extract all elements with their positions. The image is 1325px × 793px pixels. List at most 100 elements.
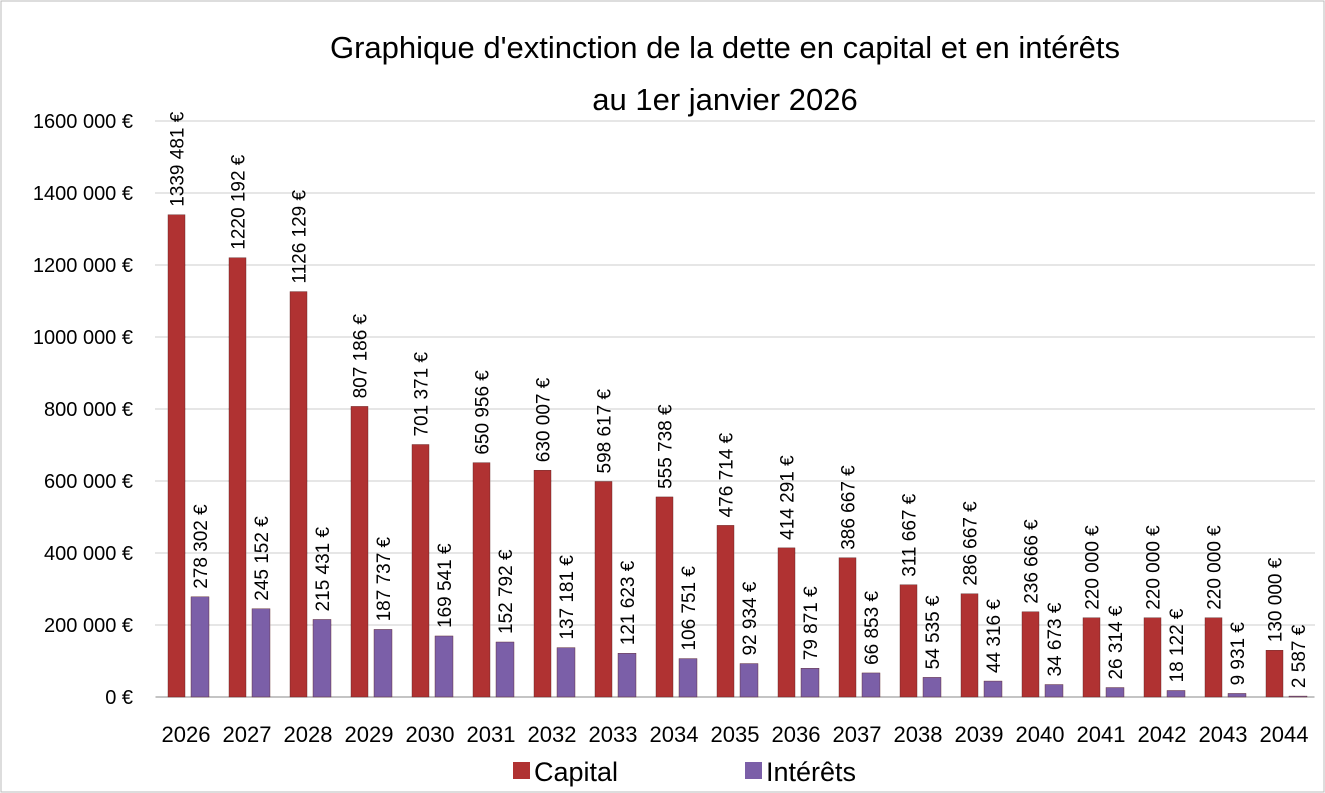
bar xyxy=(1288,695,1308,698)
value-label: 34 673 € xyxy=(1045,602,1066,676)
value-label: 130 000 € xyxy=(1266,557,1287,642)
value-label: 187 737 € xyxy=(374,536,395,621)
bar xyxy=(1265,650,1284,698)
value-label: 9 931 € xyxy=(1228,622,1249,686)
value-label: 220 000 € xyxy=(1205,525,1226,610)
bar xyxy=(960,593,979,698)
bar xyxy=(983,680,1003,698)
bar xyxy=(556,647,576,698)
bar xyxy=(1227,693,1247,698)
x-tick-label: 2030 xyxy=(406,722,455,747)
value-label: 79 871 € xyxy=(801,586,822,660)
bar xyxy=(228,257,247,698)
value-label: 152 792 € xyxy=(496,549,517,634)
value-label: 121 623 € xyxy=(618,560,639,645)
bar xyxy=(251,608,271,698)
bar xyxy=(1204,617,1223,698)
bar xyxy=(739,663,759,698)
bar xyxy=(495,641,515,698)
legend-label: Intérêts xyxy=(766,757,856,787)
bar xyxy=(1105,687,1125,698)
x-tick-label: 2028 xyxy=(284,722,333,747)
bar xyxy=(861,672,881,698)
value-label: 286 667 € xyxy=(961,501,982,586)
bar xyxy=(472,462,491,698)
bar xyxy=(289,291,308,698)
bar xyxy=(1143,617,1162,698)
bar xyxy=(899,584,918,698)
value-label: 278 302 € xyxy=(191,504,212,589)
y-tick-label: 1200 000 € xyxy=(33,255,133,277)
value-label: 236 666 € xyxy=(1022,519,1043,604)
bar xyxy=(617,653,637,698)
x-tick-label: 2042 xyxy=(1138,722,1187,747)
value-label: 807 186 € xyxy=(351,313,372,398)
y-tick-label: 400 000 € xyxy=(44,543,133,565)
x-tick-label: 2040 xyxy=(1016,722,1065,747)
value-label: 66 853 € xyxy=(862,591,883,665)
y-tick-label: 0 € xyxy=(105,687,133,709)
bar xyxy=(350,406,369,698)
value-label: 26 314 € xyxy=(1106,605,1127,679)
legend-swatch xyxy=(513,762,530,779)
bar xyxy=(838,557,857,698)
bar xyxy=(533,469,552,698)
value-label: 476 714 € xyxy=(717,432,738,517)
bar xyxy=(678,658,698,698)
x-tick-label: 2031 xyxy=(467,722,516,747)
x-tick-label: 2029 xyxy=(345,722,394,747)
value-label: 169 541 € xyxy=(435,543,456,628)
bar xyxy=(922,677,942,698)
y-tick-label: 600 000 € xyxy=(44,471,133,493)
value-label: 1126 129 € xyxy=(290,189,311,283)
chart-title: Graphique d'extinction de la dette en ca… xyxy=(330,30,1120,65)
bar xyxy=(312,619,332,698)
value-label: 220 000 € xyxy=(1144,525,1165,610)
x-tick-label: 2038 xyxy=(894,722,943,747)
bar xyxy=(1044,684,1064,698)
y-tick-label: 800 000 € xyxy=(44,399,133,421)
x-tick-label: 2036 xyxy=(772,722,821,747)
x-tick-label: 2039 xyxy=(955,722,1004,747)
value-label: 54 535 € xyxy=(923,595,944,669)
x-tick-label: 2043 xyxy=(1199,722,1248,747)
bar xyxy=(373,629,393,698)
value-label: 92 934 € xyxy=(740,581,761,655)
x-tick-label: 2037 xyxy=(833,722,882,747)
bar xyxy=(777,547,796,698)
x-tick-label: 2044 xyxy=(1260,722,1309,747)
x-tick-label: 2032 xyxy=(528,722,577,747)
x-tick-label: 2041 xyxy=(1077,722,1126,747)
value-label: 106 751 € xyxy=(679,566,700,651)
y-tick-label: 1400 000 € xyxy=(33,183,133,205)
value-label: 598 617 € xyxy=(595,389,616,474)
value-label: 555 738 € xyxy=(656,404,677,489)
y-tick-label: 1000 000 € xyxy=(33,327,133,349)
bar xyxy=(655,496,674,698)
value-label: 386 667 € xyxy=(839,465,860,550)
chart-title: au 1er janvier 2026 xyxy=(592,82,857,117)
value-label: 701 371 € xyxy=(412,352,433,437)
legend-swatch xyxy=(745,762,762,779)
value-label: 18 122 € xyxy=(1167,608,1188,682)
value-label: 1220 192 € xyxy=(229,154,250,250)
bar xyxy=(1166,690,1186,698)
x-tick-label: 2035 xyxy=(711,722,760,747)
bar xyxy=(1021,611,1040,698)
value-label: 2 587 € xyxy=(1289,624,1310,688)
y-tick-label: 1600 000 € xyxy=(33,111,133,133)
x-tick-label: 2027 xyxy=(223,722,272,747)
value-label: 1339 481 € xyxy=(168,111,189,207)
value-label: 220 000 € xyxy=(1083,525,1104,610)
bar xyxy=(411,444,430,698)
legend-label: Capital xyxy=(534,757,618,787)
x-tick-label: 2034 xyxy=(650,722,699,747)
value-label: 630 007 € xyxy=(534,377,555,462)
x-tick-label: 2026 xyxy=(162,722,211,747)
bar xyxy=(594,481,613,698)
value-label: 44 316 € xyxy=(984,599,1005,673)
y-tick-label: 200 000 € xyxy=(44,615,133,637)
value-label: 215 431 € xyxy=(313,526,334,611)
value-label: 414 291 € xyxy=(778,455,799,540)
